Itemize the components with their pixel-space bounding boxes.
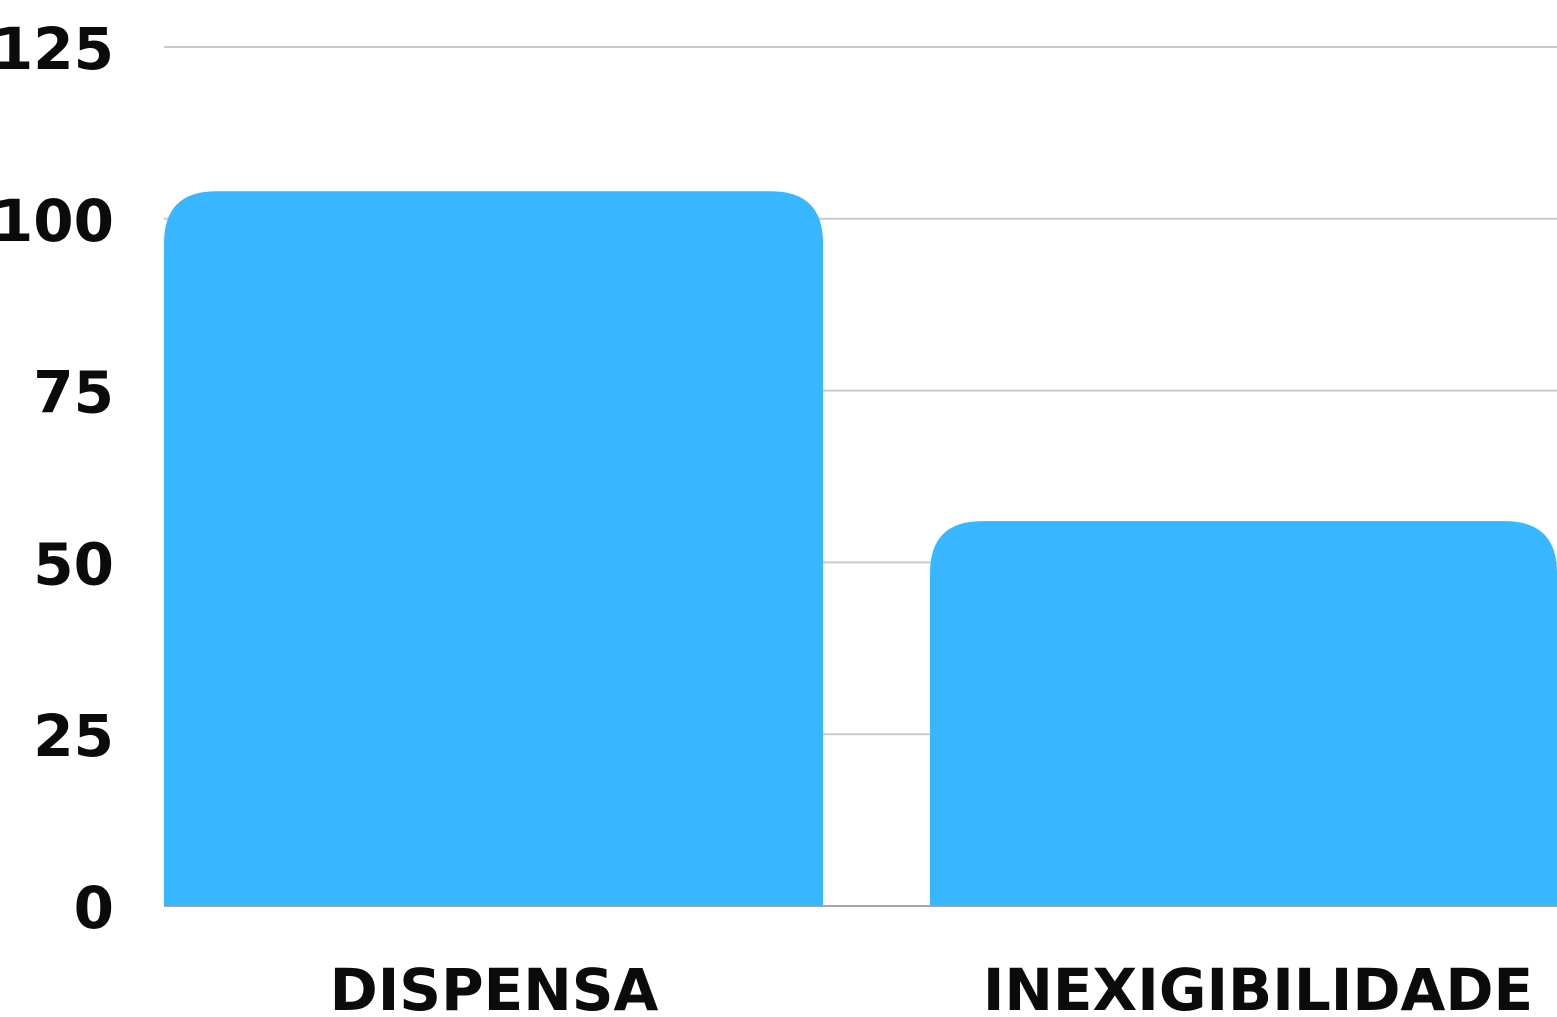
x-category-label-inexigibilidade: INEXIGIBILIDADE (983, 956, 1533, 1017)
y-tick-label: 50 (33, 530, 114, 598)
bars (164, 191, 1557, 906)
x-category-label-dispensa: DISPENSA (330, 956, 659, 1017)
y-axis-tick-labels: 0 25 50 75 100 125 (0, 15, 114, 942)
y-tick-label: 100 (0, 187, 114, 255)
bar-inexigibilidade (930, 521, 1557, 906)
x-axis-category-labels: DISPENSA INEXIGIBILIDADE (330, 956, 1534, 1017)
y-tick-label: 75 (33, 359, 114, 427)
y-tick-label: 125 (0, 15, 114, 83)
bar-dispensa (164, 191, 823, 906)
y-tick-label: 0 (74, 874, 114, 942)
y-tick-label: 25 (33, 702, 114, 770)
